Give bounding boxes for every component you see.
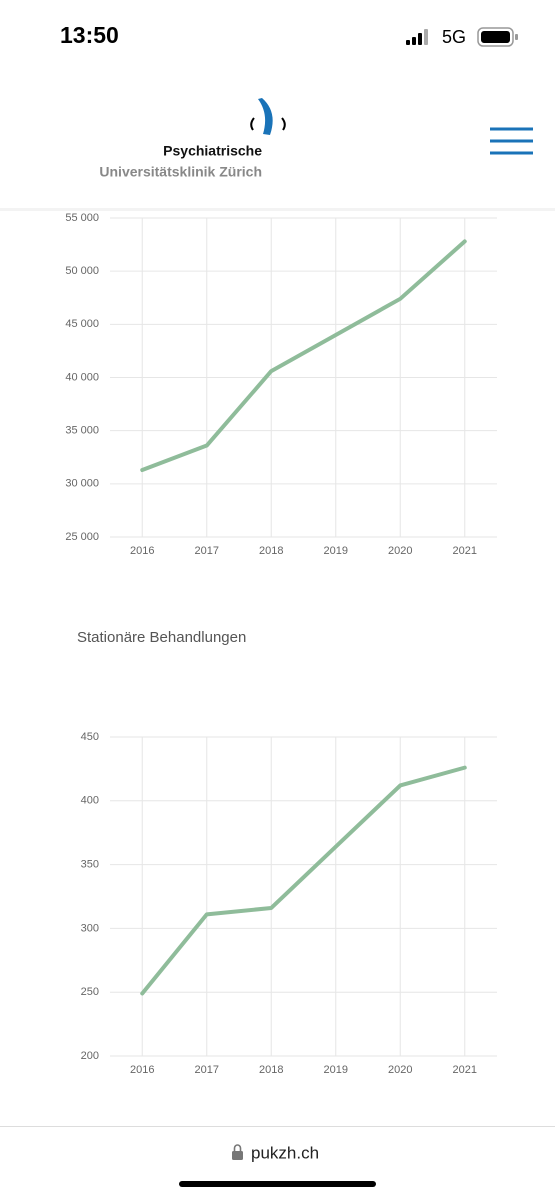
logo-subtitle: Universitätsklinik Zürich — [99, 164, 262, 180]
y-tick-label: 250 — [81, 986, 99, 998]
data-line — [140, 239, 467, 473]
logo[interactable]: Psychiatrische Universitätsklinik Zürich — [99, 98, 286, 180]
y-tick-label: 25 000 — [65, 531, 99, 543]
y-tick-label: 30 000 — [65, 478, 99, 490]
x-tick-label: 2017 — [195, 545, 219, 557]
url-text[interactable]: pukzh.ch — [251, 1143, 319, 1162]
home-indicator — [179, 1181, 376, 1187]
logo-bracket — [281, 117, 286, 131]
y-tick-label: 35 000 — [65, 425, 99, 437]
y-tick-label: 300 — [81, 922, 99, 934]
status-time: 13:50 — [60, 22, 119, 48]
menu-button[interactable] — [490, 127, 533, 155]
lock-icon — [232, 1144, 243, 1160]
y-tick-label: 55 000 — [65, 212, 99, 224]
y-tick-label: 45 000 — [65, 318, 99, 330]
y-tick-label: 350 — [81, 859, 99, 871]
x-tick-label: 2016 — [130, 1064, 154, 1076]
header-shadow — [0, 208, 555, 211]
data-line — [140, 765, 467, 996]
x-tick-label: 2020 — [388, 1064, 412, 1076]
y-tick-label: 200 — [81, 1050, 99, 1062]
logo-title: Psychiatrische — [163, 143, 262, 159]
url-divider — [0, 1126, 555, 1127]
y-tick-label: 40 000 — [65, 371, 99, 383]
x-tick-label: 2019 — [324, 545, 348, 557]
x-tick-label: 2020 — [388, 545, 412, 557]
x-tick-label: 2017 — [195, 1064, 219, 1076]
chart-title: Stationäre Behandlungen — [77, 629, 246, 646]
x-tick-label: 2019 — [324, 1064, 348, 1076]
logo-mark — [258, 98, 273, 135]
status-network: 5G — [442, 27, 466, 47]
battery-icon — [477, 27, 518, 47]
x-tick-label: 2018 — [259, 545, 283, 557]
y-tick-label: 50 000 — [65, 265, 99, 277]
logo-bracket — [250, 117, 255, 131]
signal-icon — [406, 29, 428, 45]
x-tick-label: 2021 — [453, 545, 477, 557]
x-tick-label: 2018 — [259, 1064, 283, 1076]
y-tick-label: 400 — [81, 795, 99, 807]
x-tick-label: 2021 — [453, 1064, 477, 1076]
y-tick-label: 450 — [81, 731, 99, 743]
x-tick-label: 2016 — [130, 545, 154, 557]
